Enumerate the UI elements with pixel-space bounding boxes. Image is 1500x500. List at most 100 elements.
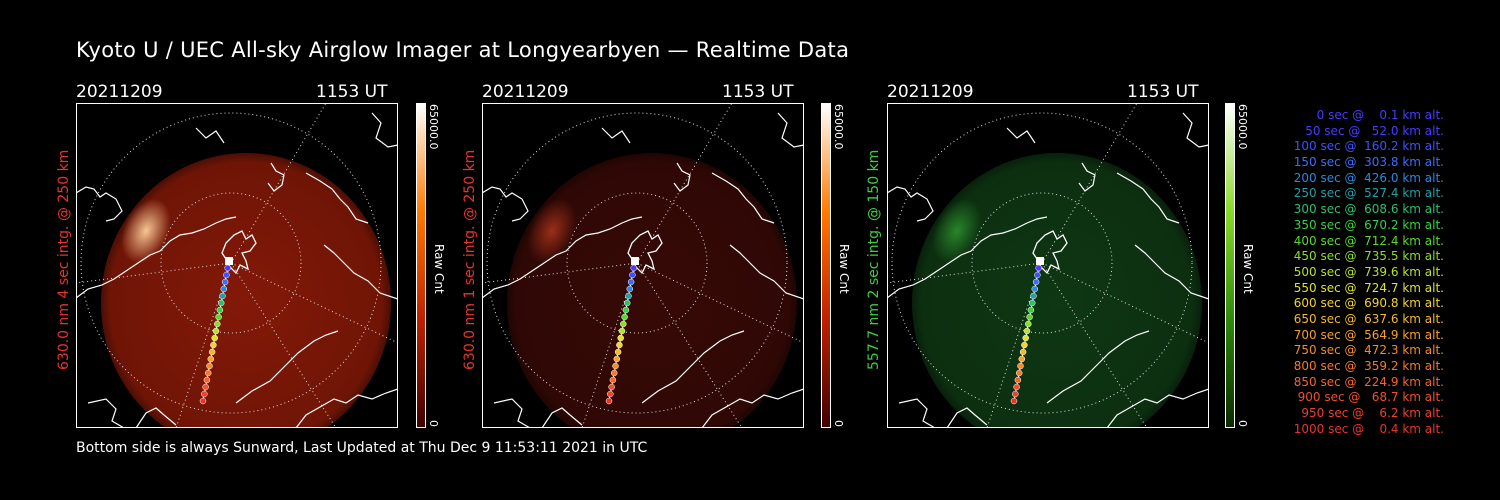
panel-1-colorbar-max: 65000.0 <box>427 104 440 150</box>
trajectory-marker <box>220 285 228 293</box>
coastline <box>1078 162 1096 192</box>
trajectory-marker <box>630 264 637 272</box>
legend-row: 400 sec @ 712.4 km alt. <box>1289 233 1444 248</box>
coastline <box>1106 388 1209 428</box>
trajectory-marker <box>201 390 208 398</box>
lat-lon-grid <box>80 112 382 414</box>
legend-row: 350 sec @ 670.2 km alt. <box>1289 217 1444 232</box>
coastline <box>371 112 398 148</box>
panel-1-allsky-image <box>76 103 398 428</box>
trajectory-marker <box>612 362 619 370</box>
trajectory-marker <box>221 278 229 286</box>
panel-1-date: 20211209 <box>76 82 163 102</box>
panel-2-wavelength-label: 630.0 nm 1 sec intg. @ 250 km <box>462 149 478 370</box>
trajectory-marker <box>1028 299 1036 307</box>
panel-1-colorbar <box>416 103 426 428</box>
legend-row: 250 sec @ 527.4 km alt. <box>1289 186 1444 201</box>
lat-lon-grid <box>486 112 788 414</box>
lat-lon-grid <box>891 112 1193 414</box>
trajectory-marker <box>1021 341 1028 349</box>
trajectory-marker <box>1012 390 1019 398</box>
legend-row: 800 sec @ 359.2 km alt. <box>1289 359 1444 373</box>
trajectory-marker <box>613 355 621 363</box>
trajectory-marker <box>1034 271 1041 279</box>
aurora-patch <box>527 198 577 264</box>
trajectory-marker <box>625 292 632 300</box>
legend-row: 300 sec @ 608.6 km alt. <box>1289 202 1444 217</box>
legend-row: 700 sec @ 564.9 km alt. <box>1289 327 1444 342</box>
legend-row: 600 sec @ 690.8 km alt. <box>1289 296 1444 311</box>
coastline <box>135 407 177 428</box>
trajectory-marker <box>217 299 225 307</box>
panel-2-colorbar-label: Raw Cnt <box>837 244 851 294</box>
legend-row: 950 sec @ 6.2 km alt. <box>1297 406 1444 421</box>
coastline <box>673 162 691 192</box>
legend-row: 550 sec @ 724.7 km alt. <box>1289 280 1444 295</box>
trajectory-marker <box>618 327 626 335</box>
lat-lon-grid <box>971 192 1113 334</box>
airglow-emission <box>507 153 797 428</box>
airglow-emission <box>912 153 1202 428</box>
panel-2-date: 20211209 <box>482 82 569 102</box>
trajectory-marker <box>199 397 207 405</box>
trajectory-marker <box>215 313 222 321</box>
trajectory-marker <box>1015 369 1023 377</box>
trajectory-marker <box>1010 397 1018 405</box>
trajectory-marker <box>614 348 622 356</box>
coastline <box>601 127 631 144</box>
coastline <box>641 330 745 404</box>
trajectory-marker <box>622 306 630 314</box>
coastline <box>898 398 936 428</box>
panel-1-colorbar-min: 0 <box>427 420 440 427</box>
trajectory-marker <box>623 299 631 307</box>
coastline <box>295 388 398 428</box>
trajectory-marker <box>1014 376 1022 384</box>
trajectory-marker <box>212 327 220 335</box>
trajectory-marker <box>225 257 233 265</box>
coastline <box>1134 244 1209 300</box>
legend-row: 750 sec @ 472.3 km alt. <box>1289 343 1444 358</box>
trajectory-marker <box>1022 334 1029 342</box>
trajectory-marker <box>1035 264 1042 272</box>
coastline <box>1006 127 1036 144</box>
lat-lon-grid <box>636 262 743 428</box>
legend-row: 500 sec @ 739.6 km alt. <box>1289 264 1444 279</box>
coastline <box>777 112 804 148</box>
panel-2-allsky-image <box>482 103 804 428</box>
legend-row: 150 sec @ 303.8 km alt. <box>1289 155 1444 170</box>
trajectory-marker <box>1032 278 1040 286</box>
trajectory-marker <box>610 369 618 377</box>
coastline <box>195 127 225 144</box>
trajectory-marker <box>206 362 213 370</box>
trajectory-marker <box>620 320 627 328</box>
aurora-patch <box>121 198 171 264</box>
trajectory-marker <box>1023 327 1031 335</box>
page-title: Kyoto U / UEC All-sky Airglow Imager at … <box>76 38 850 62</box>
coastline <box>76 186 123 222</box>
coastline <box>946 407 988 428</box>
lat-lon-grid <box>1041 262 1148 428</box>
panel-3-allsky-image <box>887 103 1209 428</box>
coastline <box>887 216 1048 299</box>
trajectory-marker <box>629 271 636 279</box>
coastline <box>729 244 804 300</box>
panel-3-colorbar-max: 65000.0 <box>1236 104 1249 150</box>
coastline <box>493 398 531 428</box>
panel-3-colorbar-min: 0 <box>1236 420 1249 427</box>
lat-lon-grid <box>1041 262 1209 344</box>
legend-row: 850 sec @ 224.9 km alt. <box>1289 374 1444 389</box>
lat-lon-grid <box>230 262 337 428</box>
panel-3-colorbar-label: Raw Cnt <box>1241 244 1255 294</box>
trajectory-marker <box>1025 320 1032 328</box>
lat-lon-grid <box>160 192 302 334</box>
coastline <box>235 330 339 404</box>
coastline <box>482 216 643 299</box>
trajectory-marker <box>1018 355 1026 363</box>
trajectory-marker <box>609 376 617 384</box>
trajectory-marker <box>608 383 615 391</box>
trajectory-altitude-legend: 0 sec @ 0.1 km alt. 50 sec @ 52.0 km alt… <box>1262 108 1444 437</box>
footer-status: Bottom side is always Sunward, Last Upda… <box>76 440 648 456</box>
legend-row: 450 sec @ 735.5 km alt. <box>1289 249 1444 264</box>
trajectory-marker <box>223 271 230 279</box>
aurora-patch <box>932 198 982 264</box>
